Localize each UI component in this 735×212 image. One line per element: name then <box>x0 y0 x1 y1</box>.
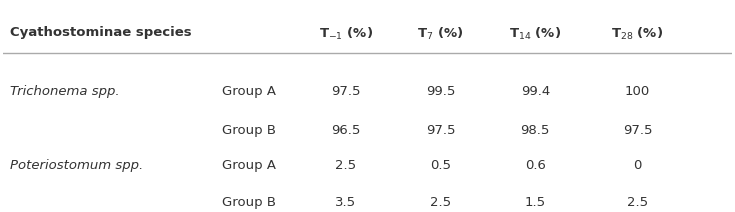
Text: Cyathostominae species: Cyathostominae species <box>10 26 192 39</box>
Text: 2.5: 2.5 <box>335 159 356 172</box>
Text: 99.4: 99.4 <box>520 85 550 98</box>
Text: T$_{14}$ (%): T$_{14}$ (%) <box>509 26 562 42</box>
Text: 99.5: 99.5 <box>426 85 455 98</box>
Text: T$_{7}$ (%): T$_{7}$ (%) <box>417 26 464 42</box>
Text: Poteriostomum spp.: Poteriostomum spp. <box>10 159 143 172</box>
Text: Group A: Group A <box>222 159 276 172</box>
Text: T$_{-1}$ (%): T$_{-1}$ (%) <box>318 26 373 42</box>
Text: 97.5: 97.5 <box>426 124 455 137</box>
Text: 0.5: 0.5 <box>430 159 451 172</box>
Text: 98.5: 98.5 <box>520 124 550 137</box>
Text: 1.5: 1.5 <box>525 196 546 209</box>
Text: 0: 0 <box>634 159 642 172</box>
Text: 2.5: 2.5 <box>627 196 648 209</box>
Text: Group B: Group B <box>222 124 276 137</box>
Text: Group A: Group A <box>222 85 276 98</box>
Text: Trichonema spp.: Trichonema spp. <box>10 85 120 98</box>
Text: Group B: Group B <box>222 196 276 209</box>
Text: 97.5: 97.5 <box>331 85 360 98</box>
Text: 100: 100 <box>625 85 650 98</box>
Text: 97.5: 97.5 <box>623 124 652 137</box>
Text: 2.5: 2.5 <box>430 196 451 209</box>
Text: 3.5: 3.5 <box>335 196 356 209</box>
Text: 96.5: 96.5 <box>331 124 360 137</box>
Text: T$_{28}$ (%): T$_{28}$ (%) <box>612 26 664 42</box>
Text: 0.6: 0.6 <box>525 159 545 172</box>
